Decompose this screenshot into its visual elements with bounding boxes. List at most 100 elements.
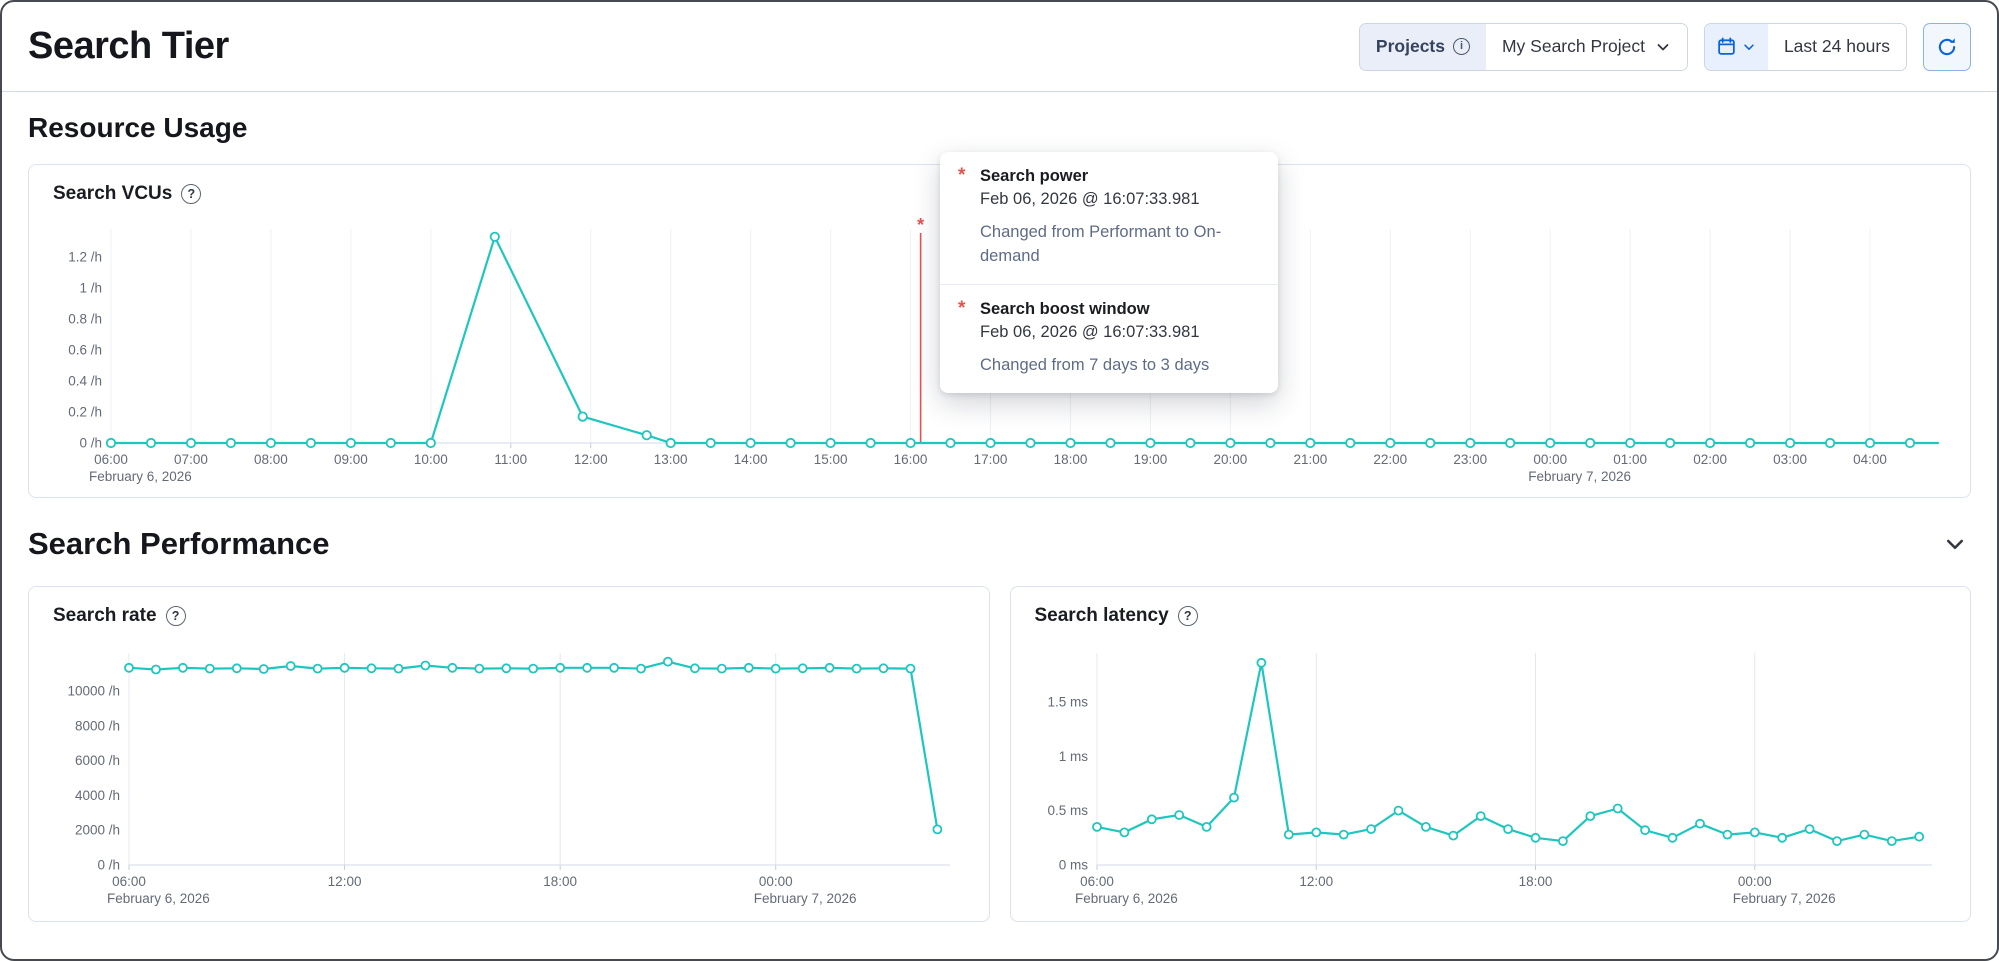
svg-text:0.6 /h: 0.6 /h (68, 342, 102, 357)
svg-text:February 6, 2026: February 6, 2026 (89, 469, 192, 484)
svg-text:0.5 ms: 0.5 ms (1047, 803, 1088, 818)
svg-text:10:00: 10:00 (414, 452, 448, 467)
calendar-button[interactable] (1704, 23, 1768, 70)
svg-text:14:00: 14:00 (734, 452, 768, 467)
projects-label: Projects (1375, 36, 1445, 56)
svg-text:12:00: 12:00 (328, 874, 362, 889)
svg-text:0.4 /h: 0.4 /h (68, 373, 102, 388)
svg-text:2000 /h: 2000 /h (75, 823, 120, 838)
question-in-circle-icon[interactable]: ? (165, 606, 186, 626)
page-header: Search Tier Projects i My Search Project (2, 2, 1997, 92)
question-in-circle-icon[interactable]: ? (181, 184, 202, 204)
annotation-entry: * Search boost window Feb 06, 2026 @ 16:… (940, 285, 1278, 393)
svg-text:18:00: 18:00 (543, 874, 577, 889)
annotation-timestamp: Feb 06, 2026 @ 16:07:33.981 (980, 322, 1200, 341)
svg-text:1 ms: 1 ms (1058, 749, 1088, 764)
svg-text:0.2 /h: 0.2 /h (68, 404, 102, 419)
svg-text:1 /h: 1 /h (79, 280, 102, 295)
svg-text:22:00: 22:00 (1373, 452, 1407, 467)
svg-text:12:00: 12:00 (574, 452, 608, 467)
svg-text:00:00: 00:00 (1737, 874, 1771, 889)
svg-text:February 7, 2026: February 7, 2026 (754, 891, 857, 906)
search-rate-panel: Search rate ? 06:00 February 6, 2026 12:00… (28, 586, 990, 922)
svg-text:0.8 /h: 0.8 /h (68, 311, 102, 326)
search-rate-panel-header: Search rate ? (29, 587, 989, 631)
svg-text:4000 /h: 4000 /h (75, 788, 120, 803)
refresh-icon (1937, 37, 1957, 57)
time-range-button[interactable]: Last 24 hours (1767, 23, 1906, 70)
svg-text:18:00: 18:00 (1054, 452, 1088, 467)
svg-text:01:00: 01:00 (1613, 452, 1647, 467)
question-in-circle-icon[interactable]: ? (1177, 606, 1198, 626)
svg-text:06:00: 06:00 (1080, 874, 1114, 889)
svg-text:0 /h: 0 /h (79, 436, 102, 451)
svg-text:0 ms: 0 ms (1058, 858, 1088, 873)
svg-text:8000 /h: 8000 /h (75, 718, 120, 733)
search-latency-chart[interactable]: 06:00 February 6, 2026 12:00 18:00 00:00 Febr… (1035, 635, 1948, 913)
page-title: Search Tier (28, 25, 229, 67)
asterisk-icon: * (958, 165, 966, 186)
calendar-icon (1717, 37, 1736, 56)
search-vcus-panel-header: Search VCUs ? (29, 165, 1970, 209)
section-title-search-performance: Search Performance (28, 526, 330, 561)
svg-text:February 6, 2026: February 6, 2026 (1075, 891, 1178, 906)
svg-text:09:00: 09:00 (334, 452, 368, 467)
svg-text:February 6, 2026: February 6, 2026 (107, 891, 210, 906)
svg-text:6000 /h: 6000 /h (75, 753, 120, 768)
search-latency-panel-header: Search latency ? (1011, 587, 1971, 631)
panel-title: Search rate (53, 605, 157, 626)
svg-text:*: * (917, 215, 924, 235)
svg-text:18:00: 18:00 (1518, 874, 1552, 889)
annotation-timestamp: Feb 06, 2026 @ 16:07:33.981 (980, 190, 1200, 208)
tooltip-divider (940, 283, 1278, 285)
panel-title: Search latency (1034, 605, 1169, 626)
search-performance-cards: Search rate ? 06:00 February 6, 2026 12:00… (28, 586, 1971, 922)
svg-text:08:00: 08:00 (254, 452, 288, 467)
svg-text:02:00: 02:00 (1693, 452, 1727, 467)
panel-title: Search VCUs (53, 183, 173, 204)
svg-text:1.5 ms: 1.5 ms (1047, 694, 1088, 709)
svg-text:17:00: 17:00 (974, 452, 1008, 467)
svg-text:19:00: 19:00 (1134, 452, 1168, 467)
svg-text:0 /h: 0 /h (97, 858, 120, 873)
svg-text:21:00: 21:00 (1293, 452, 1327, 467)
asterisk-icon: * (958, 297, 966, 319)
projects-button[interactable]: Projects i (1359, 23, 1486, 70)
date-picker-group: Last 24 hours (1703, 22, 1907, 71)
svg-text:12:00: 12:00 (1299, 874, 1333, 889)
svg-text:10000 /h: 10000 /h (67, 684, 120, 699)
search-vcus-chart[interactable]: 06:00 February 6, 2026 07:00 08:00 09:00 10:0… (53, 213, 1950, 491)
search-rate-chart[interactable]: 06:00 February 6, 2026 12:00 18:00 00:00 Febr… (53, 635, 966, 913)
collapse-section-button[interactable] (1939, 528, 1971, 560)
svg-text:13:00: 13:00 (654, 452, 688, 467)
svg-text:16:00: 16:00 (894, 452, 928, 467)
annotation-description: Changed from Performant to On-demand (980, 223, 1222, 265)
info-icon: i (1452, 38, 1470, 55)
header-controls: Projects i My Search Project (1358, 22, 1971, 71)
annotation-entry: * Search power Feb 06, 2026 @ 16:07:33.9… (940, 152, 1278, 284)
svg-text:04:00: 04:00 (1853, 452, 1887, 467)
svg-text:06:00: 06:00 (94, 452, 128, 467)
annotation-tooltip: * Search power Feb 06, 2026 @ 16:07:33.9… (940, 152, 1278, 393)
svg-text:15:00: 15:00 (814, 452, 848, 467)
svg-text:00:00: 00:00 (759, 874, 793, 889)
svg-text:February 7, 2026: February 7, 2026 (1528, 469, 1631, 484)
annotation-description: Changed from 7 days to 3 days (980, 355, 1210, 374)
search-latency-panel: Search latency ? 06:00 February 6, 2026 12… (1009, 586, 1971, 922)
svg-text:1.2 /h: 1.2 /h (68, 249, 102, 264)
project-picker-group: Projects i My Search Project (1358, 22, 1688, 71)
svg-text:11:00: 11:00 (494, 452, 527, 467)
chevron-down-icon (1655, 39, 1671, 55)
svg-text:23:00: 23:00 (1453, 452, 1487, 467)
annotation-title: Search power (980, 167, 1089, 185)
svg-text:06:00: 06:00 (112, 874, 146, 889)
time-range-label: Last 24 hours (1783, 36, 1890, 56)
project-name: My Search Project (1501, 36, 1645, 56)
chevron-down-icon (1742, 40, 1756, 54)
section-title-resource-usage: Resource Usage (28, 112, 248, 143)
svg-text:20:00: 20:00 (1213, 452, 1247, 467)
refresh-button[interactable] (1923, 22, 1971, 71)
search-performance-header: Search Performance (28, 526, 1971, 562)
project-select[interactable]: My Search Project (1485, 23, 1687, 70)
